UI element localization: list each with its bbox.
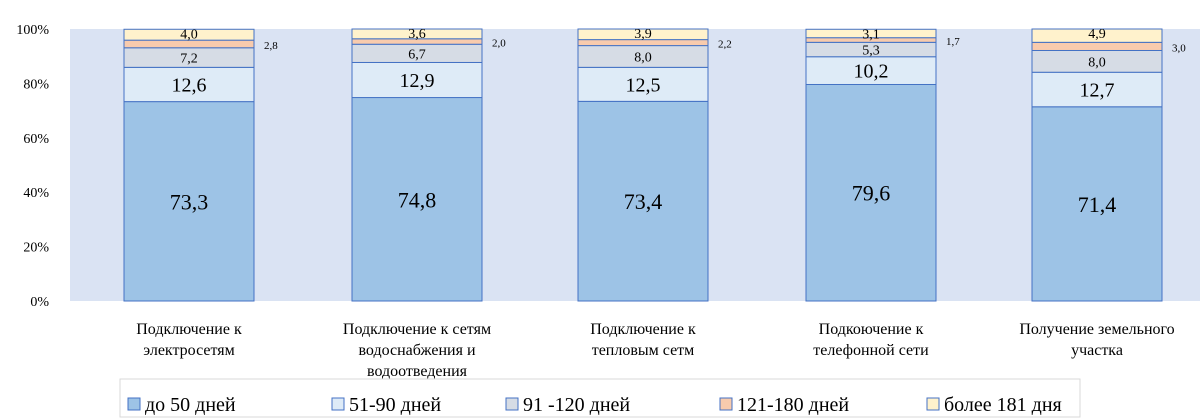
- legend-swatch: [331, 397, 345, 411]
- data-label: 2,0: [492, 38, 506, 50]
- x-tick-label: тепловым сетм: [592, 342, 695, 359]
- x-tick-label: Получение земельного: [1019, 321, 1174, 338]
- data-label: 4,0: [180, 27, 198, 42]
- bar-segment: [577, 66, 709, 102]
- x-tick-label: водоотведения: [367, 363, 468, 380]
- bar-segment: [577, 28, 709, 41]
- bar-segment: [1031, 41, 1163, 51]
- data-label: 7,2: [180, 52, 198, 67]
- data-label: 12,9: [400, 70, 435, 92]
- legend-swatch: [926, 397, 940, 411]
- data-label: 8,0: [1088, 55, 1106, 70]
- bar-segment: [805, 28, 937, 39]
- bar-segment: [1031, 28, 1163, 43]
- y-tick-label: 80%: [23, 77, 49, 92]
- data-label: 74,8: [398, 187, 437, 212]
- data-label: 5,3: [862, 44, 880, 59]
- bar-segment: [123, 28, 255, 41]
- x-tick-label: участка: [1071, 342, 1123, 359]
- bar-segment: [1031, 106, 1163, 302]
- data-label: 3,9: [634, 27, 652, 42]
- data-label: 79,6: [852, 181, 891, 206]
- y-tick-label: 100%: [16, 23, 49, 38]
- bar-segment: [123, 101, 255, 302]
- x-tick-label: Подключение к: [590, 321, 696, 338]
- y-tick-label: 20%: [23, 241, 49, 256]
- data-label: 2,8: [264, 40, 278, 52]
- data-label: 8,0: [634, 50, 652, 65]
- legend-label: 91 -120 дней: [523, 394, 630, 416]
- data-label: 12,7: [1080, 80, 1115, 102]
- bar-segment: [351, 28, 483, 40]
- legend-label: 121-180 дней: [737, 394, 849, 416]
- legend: [119, 378, 1081, 418]
- x-tick-label: телефонной сети: [813, 342, 929, 359]
- x-tick-label: Подключение к сетям: [343, 321, 491, 338]
- data-label: 3,1: [862, 27, 880, 42]
- data-label: 3,0: [1172, 42, 1186, 54]
- legend-swatch: [719, 397, 733, 411]
- x-tick-label: Подключение к: [136, 321, 242, 338]
- y-tick-label: 0%: [30, 295, 49, 310]
- data-label: 12,6: [172, 74, 207, 96]
- y-tick-label: 60%: [23, 132, 49, 147]
- x-tick-label: водоснабжения и: [358, 342, 475, 359]
- data-label: 73,3: [170, 189, 209, 214]
- bar-segment: [577, 100, 709, 302]
- data-label: 6,7: [408, 47, 426, 62]
- data-label: 1,7: [946, 36, 960, 48]
- legend-label: 51-90 дней: [349, 394, 441, 416]
- data-label: 73,4: [624, 189, 663, 214]
- data-label: 3,6: [408, 27, 426, 42]
- data-label: 12,5: [626, 74, 661, 96]
- data-label: 4,9: [1088, 27, 1106, 42]
- legend-swatch: [127, 397, 141, 411]
- bar-segment: [805, 83, 937, 302]
- legend-swatch: [505, 397, 519, 411]
- legend-label: до 50 дней: [145, 394, 236, 416]
- y-tick-label: 40%: [23, 186, 49, 201]
- x-tick-label: Подкоючение к: [819, 321, 924, 338]
- data-label: 71,4: [1078, 192, 1117, 217]
- x-tick-label: электросетям: [143, 342, 234, 359]
- legend-label: более 181 дня: [944, 394, 1062, 416]
- data-label: 2,2: [718, 39, 732, 51]
- data-label: 10,2: [854, 61, 889, 83]
